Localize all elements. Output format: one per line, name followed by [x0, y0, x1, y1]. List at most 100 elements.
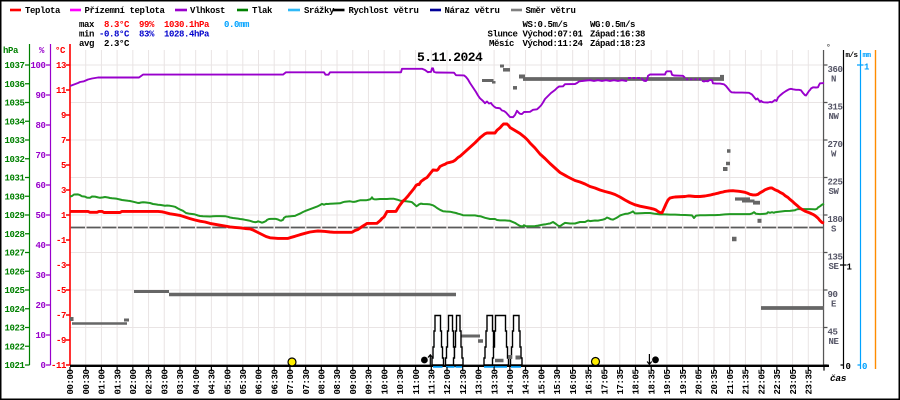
- svg-text:05:30: 05:30: [239, 369, 249, 394]
- svg-text:E: E: [831, 300, 837, 310]
- svg-text:80: 80: [35, 121, 45, 131]
- svg-text:-9: -9: [56, 336, 66, 346]
- svg-text:08:30: 08:30: [333, 369, 343, 394]
- svg-text:04:00: 04:00: [192, 369, 202, 394]
- svg-text:Rychlost větru: Rychlost větru: [349, 6, 419, 16]
- svg-text:60: 60: [35, 181, 45, 191]
- svg-text:2.3°C: 2.3°C: [104, 39, 130, 49]
- svg-text:01:30: 01:30: [113, 369, 123, 394]
- svg-text:16:35: 16:35: [585, 369, 595, 394]
- svg-text:1022: 1022: [4, 342, 24, 352]
- svg-text:%: %: [39, 46, 45, 56]
- svg-text:0: 0: [40, 361, 45, 371]
- svg-text:06:00: 06:00: [255, 369, 265, 394]
- svg-text:23:35: 23:35: [804, 369, 814, 394]
- svg-text:12:00: 12:00: [443, 369, 453, 394]
- svg-text:1021: 1021: [4, 361, 25, 371]
- svg-text:Slunce: Slunce: [488, 30, 518, 40]
- svg-text:03:00: 03:00: [160, 369, 170, 394]
- svg-text:13:00: 13:00: [475, 369, 485, 394]
- svg-text:18:05: 18:05: [632, 369, 642, 394]
- svg-text:-1: -1: [56, 236, 67, 246]
- svg-text:11:00: 11:00: [412, 369, 422, 394]
- svg-text:100: 100: [30, 61, 45, 71]
- svg-text:7: 7: [61, 136, 66, 146]
- svg-text:1031: 1031: [4, 174, 25, 184]
- svg-text:315: 315: [828, 103, 843, 113]
- svg-text:09:00: 09:00: [349, 369, 359, 394]
- svg-text:02:00: 02:00: [129, 369, 139, 394]
- svg-text:12:30: 12:30: [459, 369, 469, 394]
- svg-text:15:30: 15:30: [553, 369, 563, 394]
- svg-text:10:30: 10:30: [396, 369, 406, 394]
- svg-text:SW: SW: [829, 187, 840, 197]
- svg-text:Teplota: Teplota: [25, 6, 61, 16]
- svg-text:1024: 1024: [4, 305, 25, 315]
- svg-text:0: 0: [846, 362, 851, 372]
- svg-text:min: min: [79, 30, 94, 40]
- svg-text:22:05: 22:05: [757, 369, 767, 394]
- svg-text:1036: 1036: [4, 80, 24, 90]
- svg-text:°C: °C: [55, 46, 66, 56]
- svg-text:270: 270: [828, 140, 843, 150]
- svg-text:70: 70: [35, 151, 45, 161]
- svg-text:01:00: 01:00: [98, 369, 108, 394]
- svg-text:WS:0.5m/s: WS:0.5m/s: [523, 20, 568, 30]
- svg-text:15:00: 15:00: [537, 369, 547, 394]
- svg-text:1026: 1026: [4, 267, 24, 277]
- svg-text:03:30: 03:30: [176, 369, 186, 394]
- svg-text:5: 5: [61, 161, 66, 171]
- svg-text:-7: -7: [56, 311, 66, 321]
- svg-text:11: 11: [56, 86, 67, 96]
- svg-text:1023: 1023: [4, 324, 24, 334]
- svg-text:W: W: [831, 150, 837, 160]
- svg-text:5.11.2024: 5.11.2024: [417, 50, 483, 65]
- svg-text:max: max: [79, 20, 95, 30]
- svg-text:1030.1hPa: 1030.1hPa: [164, 20, 210, 30]
- svg-text:Srážky: Srážky: [304, 6, 335, 16]
- svg-text:čas: čas: [830, 373, 847, 384]
- svg-text:1027: 1027: [4, 249, 24, 259]
- svg-text:1035: 1035: [4, 99, 24, 109]
- svg-text:225: 225: [828, 178, 843, 188]
- svg-text:17:35: 17:35: [616, 369, 626, 394]
- svg-text:1028: 1028: [4, 230, 24, 240]
- svg-text:20:05: 20:05: [695, 369, 705, 394]
- svg-text:1: 1: [61, 211, 67, 221]
- svg-text:30: 30: [35, 271, 45, 281]
- svg-text:9: 9: [61, 111, 66, 121]
- svg-text:20:35: 20:35: [710, 369, 720, 394]
- svg-text:1034: 1034: [4, 117, 25, 127]
- svg-text:1029: 1029: [4, 211, 24, 221]
- svg-text:1033: 1033: [4, 136, 24, 146]
- svg-text:avg: avg: [79, 39, 94, 49]
- svg-text:13: 13: [56, 61, 66, 71]
- svg-text:20: 20: [35, 301, 45, 311]
- svg-text:Vlhkost: Vlhkost: [190, 6, 225, 16]
- svg-text:99%: 99%: [139, 20, 155, 30]
- svg-text:°: °: [826, 44, 830, 53]
- svg-text:Přízemní teplota: Přízemní teplota: [85, 6, 166, 16]
- svg-text:Tlak: Tlak: [252, 6, 273, 16]
- svg-text:1032: 1032: [4, 155, 24, 165]
- svg-text:Východ:11:24: Východ:11:24: [523, 39, 584, 49]
- svg-text:1028.4hPa: 1028.4hPa: [164, 30, 210, 40]
- svg-text:19:35: 19:35: [679, 369, 689, 394]
- svg-text:Západ:16:38: Západ:16:38: [590, 30, 645, 40]
- svg-text:135: 135: [828, 253, 843, 263]
- svg-text:04:30: 04:30: [208, 369, 218, 394]
- svg-text:S: S: [831, 225, 837, 235]
- svg-text:00:30: 00:30: [82, 369, 92, 394]
- svg-text:360: 360: [828, 65, 843, 75]
- svg-text:WG:0.5m/s: WG:0.5m/s: [590, 20, 635, 30]
- svg-text:06:30: 06:30: [270, 369, 280, 394]
- svg-text:90: 90: [35, 91, 45, 101]
- svg-text:0: 0: [862, 362, 867, 372]
- svg-text:NE: NE: [829, 337, 840, 347]
- svg-text:1: 1: [847, 263, 853, 273]
- svg-text:Náraz větru: Náraz větru: [445, 6, 500, 16]
- svg-text:18:35: 18:35: [647, 369, 657, 394]
- svg-text:19:05: 19:05: [663, 369, 673, 394]
- svg-text:Východ:07:01: Východ:07:01: [523, 30, 584, 40]
- svg-text:10:00: 10:00: [380, 369, 390, 394]
